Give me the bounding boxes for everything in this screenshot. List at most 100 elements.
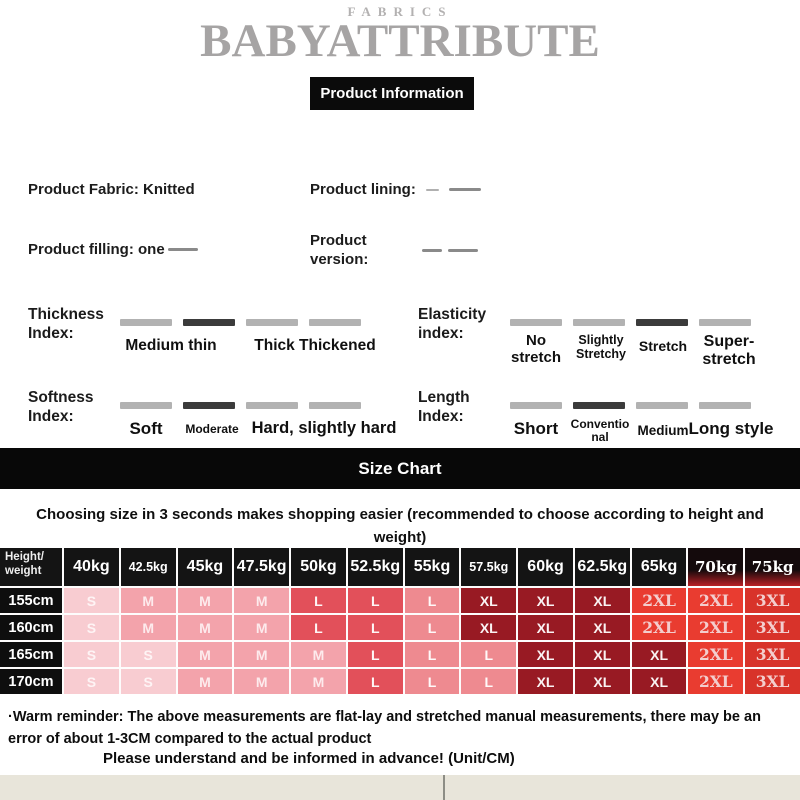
softness-bar-3 <box>246 402 298 409</box>
weight-header-65kg: 65kg <box>631 548 687 586</box>
size-cell-155cm-47.5kg: M <box>234 588 290 613</box>
size-cell-165cm-70kg: 2XL <box>688 642 744 667</box>
size-cell-170cm-40kg: S <box>64 669 119 694</box>
softness-bar-1 <box>120 402 172 409</box>
product-fabric-label: Product Fabric: Knitted <box>28 181 195 198</box>
size-cell-170cm-62.5kg: XL <box>574 669 630 694</box>
size-chart-banner-label: Size Chart <box>358 458 442 478</box>
weight-header-47.5kg: 47.5kg <box>234 548 290 586</box>
elasticity-bar-2 <box>573 319 625 326</box>
size-cell-165cm-55kg: L <box>404 642 460 667</box>
elasticity-option-slightly-stretchy: Slightly Stretchy <box>575 333 627 361</box>
thickness-option-thick-thickened: Thick Thickened <box>254 337 376 354</box>
size-cell-160cm-47.5kg: M <box>234 615 290 640</box>
length-option-conventional: Conventional <box>570 417 630 445</box>
size-cell-155cm-52.5kg: L <box>347 588 403 613</box>
length-option-long-style: Long style <box>688 419 774 438</box>
size-cell-155cm-40kg: S <box>64 588 119 613</box>
length-option-medium: Medium <box>637 423 689 438</box>
size-cell-165cm-62.5kg: XL <box>574 642 630 667</box>
redacted-dash <box>425 188 439 191</box>
length-index: Length Index: Short Conventional Medium … <box>418 386 790 462</box>
size-cell-155cm-65kg: 2XL <box>631 588 687 613</box>
size-cell-165cm-52.5kg: L <box>347 642 403 667</box>
weight-header-55kg: 55kg <box>404 548 460 586</box>
softness-option-hard: Hard, slightly hard <box>251 419 397 437</box>
brand-fabrics-text: FABRICS <box>347 4 453 19</box>
softness-option-soft: Soft <box>129 419 163 438</box>
size-cell-170cm-65kg: XL <box>631 669 687 694</box>
elasticity-index-label: Elasticity index: <box>418 306 487 343</box>
weight-header-57.5kg: 57.5kg <box>461 548 517 586</box>
length-option-short: Short <box>513 419 559 438</box>
redacted-dashes <box>422 249 478 253</box>
size-cell-160cm-50kg: L <box>291 615 346 640</box>
size-cell-155cm-57.5kg: XL <box>461 588 517 613</box>
size-chart-subtitle: Choosing size in 3 seconds makes shoppin… <box>36 506 764 546</box>
weight-header-60kg: 60kg <box>518 548 573 586</box>
thickness-bar-4 <box>309 319 361 326</box>
thickness-bar-1 <box>120 319 172 326</box>
softness-index: Softness Index: Soft Moderate Hard, slig… <box>28 386 400 462</box>
size-cell-165cm-65kg: XL <box>631 642 687 667</box>
size-cell-170cm-42.5kg: S <box>120 669 176 694</box>
weight-header-50kg: 50kg <box>291 548 346 586</box>
size-cell-165cm-47.5kg: M <box>234 642 290 667</box>
size-cell-170cm-52.5kg: L <box>347 669 403 694</box>
redacted-dash <box>448 188 481 191</box>
footer-strip <box>0 775 800 800</box>
weight-header-42.5kg: 42.5kg <box>120 548 176 586</box>
thickness-index-label: Thickness Index: <box>28 306 104 343</box>
weight-header-75kg: 75kg <box>745 548 800 586</box>
size-chart-banner: Size Chart <box>0 448 800 489</box>
product-filling-label: Product filling: one <box>28 241 165 258</box>
length-bar-1 <box>510 402 562 409</box>
size-cell-165cm-50kg: M <box>291 642 346 667</box>
brand-name-text: BABYATTRIBUTE <box>200 15 600 67</box>
size-cell-165cm-60kg: XL <box>518 642 573 667</box>
size-cell-160cm-55kg: L <box>404 615 460 640</box>
weight-header-62.5kg: 62.5kg <box>574 548 630 586</box>
size-cell-170cm-50kg: M <box>291 669 346 694</box>
weight-header-70kg: 70kg <box>688 548 744 586</box>
length-index-label: Length Index: <box>418 389 470 426</box>
size-cell-165cm-75kg: 3XL <box>745 642 800 667</box>
size-cell-155cm-50kg: L <box>291 588 346 613</box>
size-cell-170cm-60kg: XL <box>518 669 573 694</box>
size-cell-160cm-75kg: 3XL <box>745 615 800 640</box>
size-cell-155cm-60kg: XL <box>518 588 573 613</box>
size-cell-170cm-75kg: 3XL <box>745 669 800 694</box>
weight-header-40kg: 40kg <box>64 548 119 586</box>
elasticity-bar-3 <box>636 319 688 326</box>
weight-header-52.5kg: 52.5kg <box>347 548 403 586</box>
length-bar-2 <box>573 402 625 409</box>
length-bar-4 <box>699 402 751 409</box>
product-lining-label: Product lining: <box>310 181 416 198</box>
size-cell-160cm-42.5kg: M <box>120 615 176 640</box>
field-product-fabric: Product Fabric: Knitted <box>28 181 195 198</box>
size-cell-165cm-57.5kg: L <box>461 642 517 667</box>
product-information-banner-label: Product Information <box>320 85 464 102</box>
thickness-bar-3 <box>246 319 298 326</box>
size-cell-165cm-42.5kg: S <box>120 642 176 667</box>
softness-option-moderate: Moderate <box>185 422 239 436</box>
size-cell-160cm-65kg: 2XL <box>631 615 687 640</box>
size-cell-160cm-60kg: XL <box>518 615 573 640</box>
length-bar-3 <box>636 402 688 409</box>
footer-strip-divider <box>443 775 445 800</box>
redacted-dash <box>167 248 198 251</box>
size-cell-160cm-57.5kg: XL <box>461 615 517 640</box>
size-cell-170cm-57.5kg: L <box>461 669 517 694</box>
size-cell-160cm-45kg: M <box>177 615 233 640</box>
elasticity-option-super-stretch: Super-stretch <box>702 333 756 368</box>
size-cell-155cm-62.5kg: XL <box>574 588 630 613</box>
size-cell-160cm-70kg: 2XL <box>688 615 744 640</box>
weight-header-45kg: 45kg <box>177 548 233 586</box>
size-cell-155cm-42.5kg: M <box>120 588 176 613</box>
elasticity-index: Elasticity index: No stretch Slightly St… <box>418 303 790 379</box>
size-cell-155cm-55kg: L <box>404 588 460 613</box>
size-cell-155cm-70kg: 2XL <box>688 588 744 613</box>
size-cell-155cm-75kg: 3XL <box>745 588 800 613</box>
height-row-label-170cm: 170cm <box>0 669 62 694</box>
